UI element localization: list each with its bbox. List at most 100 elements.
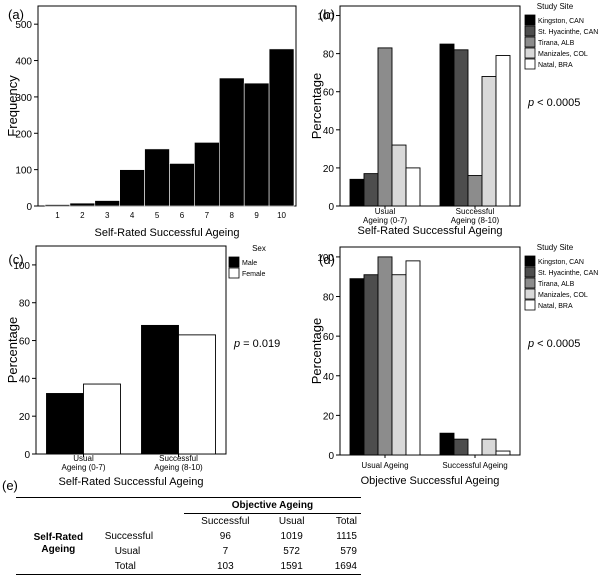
y-tick-label: 40 xyxy=(323,372,335,383)
x-tick-label: Successful Ageing (8-10) xyxy=(451,207,500,225)
panel-e-label: (e) xyxy=(2,478,18,493)
bar xyxy=(453,438,469,456)
y-axis-label: Percentage xyxy=(5,317,20,384)
bar xyxy=(439,43,455,207)
legend-swatch xyxy=(524,277,536,289)
y-tick-label: 80 xyxy=(323,293,335,304)
bar xyxy=(481,76,497,207)
legend-entry: Natal, BRA xyxy=(538,62,573,69)
y-tick-label: 20 xyxy=(323,411,335,422)
y-tick-label: 100 xyxy=(13,261,30,272)
row-label: Total xyxy=(100,559,184,575)
x-tick-label: Successful Ageing xyxy=(442,461,507,470)
bar xyxy=(349,278,365,456)
bar xyxy=(481,438,497,456)
bar xyxy=(69,202,96,207)
bar xyxy=(219,77,245,207)
bar xyxy=(391,274,407,456)
y-tick-label: 60 xyxy=(323,332,335,343)
legend-entry: Kingston, CAN xyxy=(538,18,584,25)
column-header: Successful xyxy=(201,515,250,527)
y-axis-label: Frequency xyxy=(5,75,20,137)
table-cell: 572 xyxy=(283,545,300,557)
legend-entry: Manizales, COL xyxy=(538,292,588,299)
table-cell: 1019 xyxy=(280,530,303,542)
y-tick-label: 0 xyxy=(24,450,30,461)
x-tick-label: 1 xyxy=(55,211,60,220)
table-cell: 7 xyxy=(222,545,229,557)
x-tick-label: Usual Ageing (0-7) xyxy=(61,454,105,472)
bar xyxy=(439,432,455,456)
legend-entry: St. Hyacinthe, CAN xyxy=(538,270,598,277)
legend-entry: Tirana, ALB xyxy=(538,281,575,288)
row-group-label: Self-Rated Ageing xyxy=(33,532,84,555)
legend-entry: Tirana, ALB xyxy=(538,40,575,47)
table-cell: 96 xyxy=(219,530,231,542)
table-cell: 579 xyxy=(340,545,357,557)
bar xyxy=(405,167,421,207)
bar xyxy=(377,47,393,207)
bar xyxy=(46,393,84,455)
legend-entry: Female xyxy=(242,271,265,278)
x-tick-label: Usual Ageing xyxy=(361,461,408,470)
p-value-annotation: p < 0.0005 xyxy=(527,97,580,109)
bar xyxy=(495,450,511,456)
legend-entry: St. Hyacinthe, CAN xyxy=(538,29,598,36)
bar xyxy=(349,178,365,207)
x-tick-label: Successful Ageing (8-10) xyxy=(154,454,203,472)
x-tick-label: Usual Ageing (0-7) xyxy=(363,207,407,225)
bar xyxy=(44,204,71,207)
y-axis-label: Percentage xyxy=(309,318,324,385)
bar xyxy=(141,324,179,455)
column-header: Total xyxy=(335,515,357,527)
panel-e-table: Objective Ageing Successful Usual Total … xyxy=(16,497,361,575)
legend-swatch xyxy=(524,299,536,311)
legend-swatch xyxy=(228,256,240,268)
bar xyxy=(194,142,220,207)
y-tick-label: 0 xyxy=(26,202,32,213)
p-value-annotation: p < 0.0005 xyxy=(527,338,580,350)
legend-swatch xyxy=(524,58,536,70)
bar xyxy=(391,144,407,207)
legend-title: Sex xyxy=(252,244,266,253)
x-tick-label: 9 xyxy=(254,211,259,220)
legend-swatch xyxy=(524,288,536,300)
bar xyxy=(119,169,145,207)
table-title: Objective Ageing xyxy=(183,497,361,514)
bar xyxy=(377,256,393,456)
panel-label: (d) xyxy=(319,252,335,267)
legend-swatch xyxy=(228,267,240,279)
x-tick-label: 3 xyxy=(105,211,110,220)
y-tick-label: 200 xyxy=(15,129,32,140)
y-tick-label: 0 xyxy=(328,202,334,213)
y-tick-label: 80 xyxy=(19,299,31,310)
y-axis-label: Percentage xyxy=(309,73,324,140)
bar xyxy=(405,260,421,456)
x-tick-label: 4 xyxy=(130,211,135,220)
y-tick-label: 0 xyxy=(328,451,334,462)
panel-label: (a) xyxy=(8,7,24,22)
x-tick-label: 7 xyxy=(205,211,210,220)
row-label: Usual xyxy=(114,545,141,557)
y-tick-label: 40 xyxy=(19,374,31,385)
y-tick-label: 500 xyxy=(15,20,32,31)
y-tick-label: 20 xyxy=(323,164,335,175)
y-tick-label: 60 xyxy=(19,337,31,348)
y-tick-label: 20 xyxy=(19,412,31,423)
column-header: Usual xyxy=(278,515,305,527)
y-tick-label: 100 xyxy=(15,166,32,177)
row-label: Successful xyxy=(104,530,154,542)
bar xyxy=(243,82,270,207)
legend-title: Study Site xyxy=(537,2,574,11)
legend-swatch xyxy=(524,36,536,48)
legend-swatch xyxy=(524,255,536,267)
bar xyxy=(94,200,121,207)
bar xyxy=(453,49,469,207)
legend-title: Study Site xyxy=(537,243,574,252)
y-tick-label: 80 xyxy=(323,50,335,61)
table-cell: 1694 xyxy=(316,559,361,575)
bar xyxy=(495,55,511,207)
bar xyxy=(363,274,379,456)
x-tick-label: 8 xyxy=(230,211,235,220)
